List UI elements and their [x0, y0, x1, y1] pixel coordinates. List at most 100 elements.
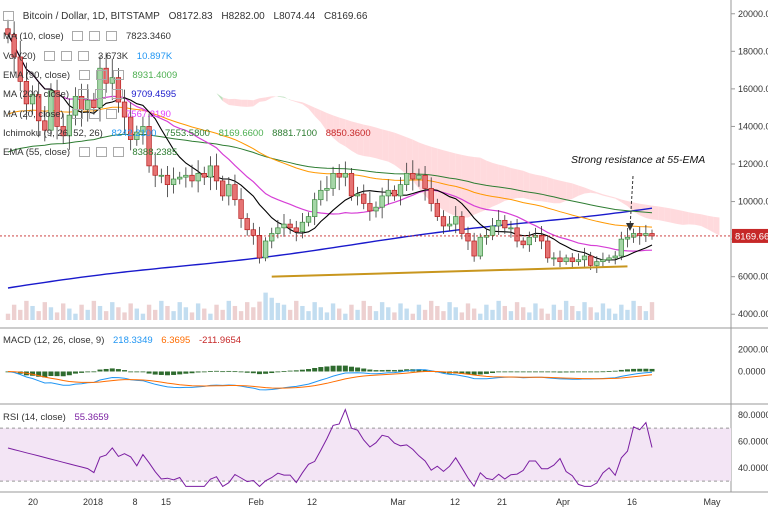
ma200-line: [7, 207, 653, 289]
legend-ichimoku[interactable]: Ichimoku (9, 26, 52, 26) 8242.2100 7553.…: [3, 128, 377, 139]
volume-bar: [30, 305, 35, 320]
volume-bar: [11, 304, 17, 320]
macd-histogram-bar: [575, 371, 581, 373]
close-icon[interactable]: [112, 147, 124, 158]
overlays: [0, 175, 731, 278]
macd-histogram-bar: [275, 371, 281, 373]
eye-icon[interactable]: [77, 89, 89, 100]
close-icon[interactable]: [78, 51, 90, 62]
cloud-segment-bearish: [314, 107, 321, 123]
candle-down: [557, 257, 563, 263]
settings-icon[interactable]: [94, 89, 106, 100]
legend-ma20[interactable]: MA (20, close) 7567.3190: [3, 109, 177, 120]
cloud-segment-bearish: [259, 97, 266, 102]
settings-icon[interactable]: [89, 31, 101, 42]
settings-icon[interactable]: [95, 147, 107, 158]
eye-icon[interactable]: [72, 109, 84, 120]
settings-icon[interactable]: [61, 51, 73, 62]
legend-label: EMA (90, close): [3, 70, 71, 81]
macd-histogram-bar: [287, 370, 293, 372]
macd-histogram-bar: [594, 371, 600, 373]
legend-ma10[interactable]: MA (10, close) 7823.3460: [3, 31, 177, 42]
eye-icon[interactable]: [78, 70, 90, 81]
candle-down: [293, 227, 299, 232]
legend-value: 8881.7100: [272, 128, 318, 139]
time-axis-label: 15: [161, 497, 171, 507]
macd-histogram-bar: [152, 371, 158, 375]
ema55-line: [7, 106, 653, 228]
macd-histogram-bar: [72, 371, 78, 374]
macd-histogram-bar: [526, 371, 532, 373]
volume-bar: [146, 304, 152, 320]
macd-histogram-bar: [306, 369, 312, 372]
volume-bar: [103, 311, 109, 320]
close-icon[interactable]: [111, 89, 123, 100]
volume-bar: [91, 300, 97, 320]
legend-ma200[interactable]: MA (200, close) 9709.4595: [3, 89, 182, 100]
close-icon[interactable]: [106, 109, 118, 120]
volume-bar: [214, 304, 219, 320]
volume-bar: [484, 304, 489, 320]
candle-up: [170, 178, 177, 186]
collapse-icon[interactable]: [3, 11, 14, 22]
candle-down: [201, 173, 207, 178]
volume-bar: [263, 292, 268, 320]
macd-histogram-bar: [557, 371, 563, 373]
volume-bar: [637, 305, 642, 320]
cloud-segment-bearish: [455, 153, 462, 218]
close-icon[interactable]: [112, 70, 124, 81]
volume-bar: [287, 309, 293, 320]
rsi-axis-label: 40.0000: [738, 463, 768, 473]
macd-histogram-bar: [36, 371, 42, 377]
candle-up: [563, 257, 569, 263]
macd-histogram-bar: [269, 371, 275, 374]
cloud-segment-bearish: [376, 127, 383, 161]
candle-up: [72, 96, 79, 116]
candle-down: [520, 240, 526, 246]
eye-icon[interactable]: [78, 147, 90, 158]
candle-down: [91, 99, 97, 109]
macd-histogram-bar: [66, 371, 72, 376]
indicator-lines: [7, 34, 653, 289]
volume-bar: [410, 313, 415, 320]
legend-macd[interactable]: MACD (12, 26, close, 9) 218.3349 6.3695 …: [3, 335, 247, 346]
cloud-segment-bullish: [284, 96, 291, 101]
legend-value: 8169.6600: [218, 128, 264, 139]
macd-pane: 2000.0000 0.0000: [5, 345, 768, 391]
candle-down: [538, 235, 545, 242]
volume-bar: [447, 302, 452, 320]
volume-bar: [128, 303, 133, 320]
macd-histogram-bar: [502, 371, 508, 373]
macd-histogram-bar: [600, 371, 606, 373]
candle-up: [262, 240, 269, 259]
candle-up: [575, 259, 582, 263]
settings-icon[interactable]: [95, 70, 107, 81]
settings-icon[interactable]: [89, 109, 101, 120]
macd-histogram-bar: [496, 371, 502, 373]
cloud-segment-bearish: [363, 124, 370, 157]
eye-icon[interactable]: [44, 51, 56, 62]
candle-up: [453, 216, 459, 225]
legend-ema55[interactable]: EMA (55, close) 8388.2385: [3, 147, 183, 158]
time-axis-label: Mar: [390, 497, 406, 507]
volume-bar: [343, 313, 348, 320]
cloud-segment-bearish: [510, 167, 518, 200]
macd-histogram-bar: [232, 371, 238, 373]
macd-histogram-bar: [128, 371, 134, 373]
volume-bar: [392, 312, 397, 320]
legend-volume[interactable]: Vol (20) 3.673K 10.897K: [3, 51, 178, 62]
volume-bar: [404, 308, 409, 320]
candle-up: [330, 173, 336, 189]
macd-histogram-bar: [631, 368, 637, 372]
legend-ema90[interactable]: EMA (90, close) 8931.4009: [3, 70, 183, 81]
candle-down: [121, 101, 128, 118]
macd-histogram-bar: [477, 371, 483, 375]
cloud-segment-bearish: [382, 129, 389, 162]
macd-histogram-bar: [618, 369, 624, 372]
volume-bar: [453, 307, 458, 320]
legend-rsi[interactable]: RSI (14, close) 55.3659: [3, 412, 115, 423]
close-icon[interactable]: [106, 31, 118, 42]
cloud-segment-bearish: [676, 209, 683, 225]
eye-icon[interactable]: [72, 31, 84, 42]
macd-histogram-bar: [361, 368, 367, 372]
